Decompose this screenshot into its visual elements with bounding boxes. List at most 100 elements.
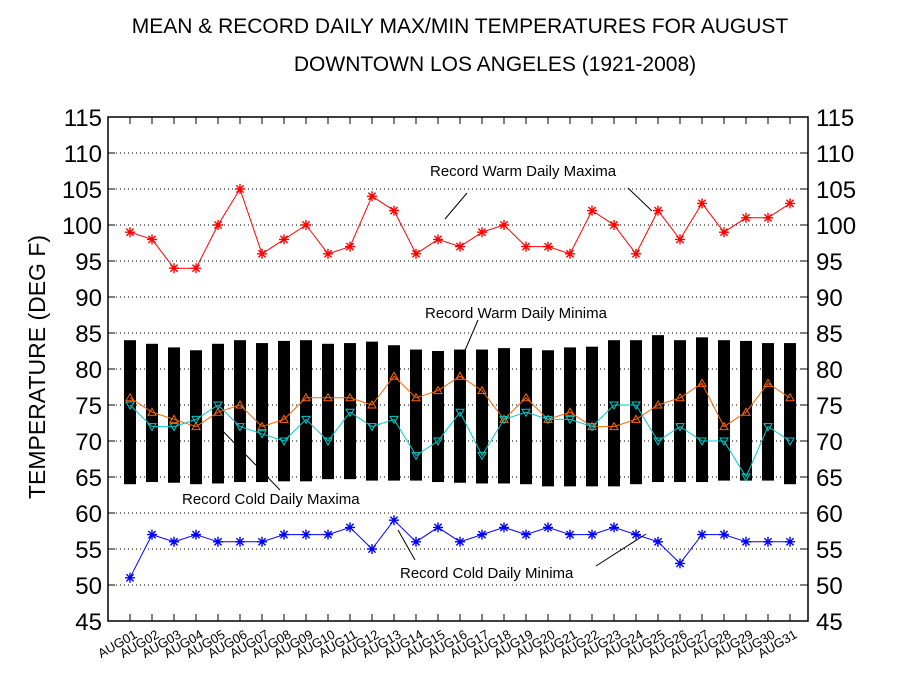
y-tick-label-left: 90 bbox=[75, 285, 102, 312]
data-point bbox=[587, 529, 597, 540]
mean-range-bar bbox=[410, 349, 422, 481]
mean-range-bar bbox=[366, 341, 378, 481]
data-point bbox=[147, 423, 157, 432]
data-point bbox=[763, 423, 773, 432]
data-point bbox=[389, 205, 399, 216]
annotation-leader bbox=[214, 422, 281, 491]
data-point bbox=[169, 423, 179, 432]
data-point bbox=[719, 421, 729, 431]
data-point bbox=[565, 248, 575, 259]
y-tick-label-right: 115 bbox=[816, 105, 854, 132]
data-point bbox=[367, 399, 377, 409]
data-point bbox=[785, 198, 795, 209]
data-point bbox=[257, 421, 267, 431]
data-point bbox=[499, 522, 509, 533]
series-0 bbox=[125, 184, 795, 274]
data-point bbox=[235, 184, 245, 194]
mean-range-bar bbox=[718, 340, 730, 481]
data-point bbox=[697, 198, 707, 209]
mean-range-bar bbox=[432, 351, 444, 483]
data-point bbox=[345, 392, 355, 402]
data-point bbox=[543, 522, 553, 533]
data-point bbox=[301, 529, 311, 540]
data-point bbox=[499, 415, 509, 425]
y-tick-label-right: 65 bbox=[816, 465, 843, 492]
mean-range-bar bbox=[256, 343, 268, 483]
data-point bbox=[367, 544, 377, 554]
data-point bbox=[565, 415, 575, 425]
data-point bbox=[697, 437, 707, 447]
data-point bbox=[279, 414, 289, 423]
y-tick-label-left: 105 bbox=[62, 177, 102, 204]
annotation-label: Record Cold Daily Minima bbox=[400, 565, 574, 582]
data-point bbox=[455, 241, 465, 252]
data-point bbox=[653, 205, 663, 216]
y-tick-label-right: 110 bbox=[816, 141, 854, 168]
data-point bbox=[433, 385, 443, 395]
data-point bbox=[675, 423, 685, 432]
data-point bbox=[609, 522, 619, 533]
data-point bbox=[675, 558, 685, 569]
mean-range-bar bbox=[608, 340, 620, 487]
series-line bbox=[129, 404, 791, 479]
data-point bbox=[345, 408, 355, 418]
y-tick-label-right: 50 bbox=[816, 573, 843, 600]
chart-subtitle: DOWNTOWN LOS ANGELES (1921-2008) bbox=[294, 53, 696, 76]
annotation-label: Record Cold Daily Maxima bbox=[182, 491, 360, 508]
data-point bbox=[235, 536, 245, 547]
annotation-leader bbox=[444, 192, 468, 220]
data-point bbox=[741, 407, 751, 416]
data-point bbox=[191, 415, 201, 425]
y-tick-label-right: 70 bbox=[816, 429, 843, 456]
data-point bbox=[279, 234, 289, 245]
data-point bbox=[675, 392, 685, 402]
mean-range-bar bbox=[190, 350, 202, 485]
y-tick-label-left: 55 bbox=[75, 537, 102, 564]
data-point bbox=[345, 241, 355, 252]
data-point bbox=[741, 473, 751, 483]
data-point bbox=[521, 529, 531, 540]
axes: 45 45 50 50 55 55 60 60 65 65 70 70 75 75 80 80 85 85 90 90… bbox=[62, 105, 856, 661]
y-tick-label-left: 60 bbox=[75, 501, 102, 528]
data-point bbox=[345, 522, 355, 533]
y-tick-label-left: 45 bbox=[75, 609, 102, 636]
y-tick-label-left: 50 bbox=[75, 573, 102, 600]
mean-range-bar bbox=[542, 350, 554, 487]
y-tick-label-left: 100 bbox=[62, 213, 102, 240]
mean-range-bar bbox=[344, 343, 356, 480]
chart-title: MEAN & RECORD DAILY MAX/MIN TEMPERATURES… bbox=[132, 15, 789, 38]
data-point bbox=[213, 401, 223, 411]
data-point bbox=[147, 407, 157, 416]
data-point bbox=[543, 241, 553, 252]
data-point bbox=[587, 423, 597, 432]
data-point bbox=[785, 392, 795, 402]
mean-range-bars bbox=[124, 335, 796, 487]
data-point bbox=[301, 415, 311, 425]
annotations: Record Warm Daily Maxima Record Warm Dail… bbox=[182, 163, 653, 582]
data-point bbox=[235, 423, 245, 432]
data-point bbox=[785, 437, 795, 447]
data-point bbox=[169, 263, 179, 274]
y-tick-label-right: 75 bbox=[816, 393, 843, 420]
data-point bbox=[719, 227, 729, 238]
data-point bbox=[653, 536, 663, 547]
data-point bbox=[125, 401, 135, 411]
data-point bbox=[763, 212, 773, 223]
data-point bbox=[565, 407, 575, 416]
data-point bbox=[631, 414, 641, 423]
y-tick-label-right: 80 bbox=[816, 357, 843, 384]
annotation-label: Record Warm Daily Minima bbox=[425, 305, 608, 322]
mean-range-bar bbox=[586, 346, 598, 487]
data-point bbox=[323, 248, 333, 259]
y-tick-label-right: 45 bbox=[816, 609, 843, 636]
data-point bbox=[455, 408, 465, 418]
data-point bbox=[411, 248, 421, 259]
data-point bbox=[675, 234, 685, 245]
data-point bbox=[477, 451, 487, 461]
data-point bbox=[191, 263, 201, 274]
y-tick-label-right: 100 bbox=[816, 213, 856, 240]
annotation-label: Record Warm Daily Maxima bbox=[430, 163, 617, 180]
data-point bbox=[279, 437, 289, 447]
data-point bbox=[323, 529, 333, 540]
y-axis-label: TEMPERATURE (DEG F) bbox=[24, 235, 50, 499]
